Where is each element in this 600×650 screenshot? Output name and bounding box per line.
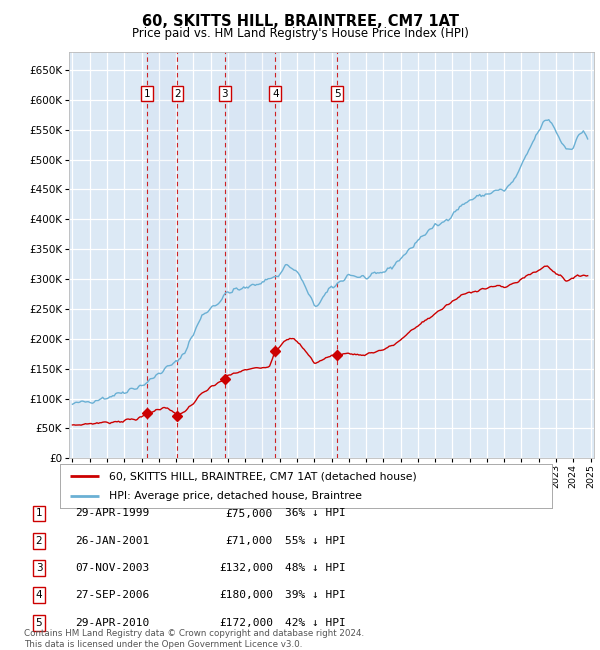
Text: 42% ↓ HPI: 42% ↓ HPI (285, 618, 346, 628)
Text: 55% ↓ HPI: 55% ↓ HPI (285, 536, 346, 546)
Bar (147, 52, 178, 458)
Text: 4: 4 (272, 89, 278, 99)
Text: £71,000: £71,000 (226, 536, 273, 546)
Text: £132,000: £132,000 (219, 563, 273, 573)
Text: £180,000: £180,000 (219, 590, 273, 601)
Text: 48% ↓ HPI: 48% ↓ HPI (285, 563, 346, 573)
Text: 3: 3 (221, 89, 228, 99)
Text: 29-APR-1999: 29-APR-1999 (75, 508, 149, 519)
Bar (225, 52, 275, 458)
Text: 5: 5 (334, 89, 341, 99)
Text: Contains HM Land Registry data © Crown copyright and database right 2024.
This d: Contains HM Land Registry data © Crown c… (24, 629, 364, 649)
Text: 27-SEP-2006: 27-SEP-2006 (75, 590, 149, 601)
Text: Price paid vs. HM Land Registry's House Price Index (HPI): Price paid vs. HM Land Registry's House … (131, 27, 469, 40)
Text: 4: 4 (35, 590, 43, 601)
Text: 60, SKITTS HILL, BRAINTREE, CM7 1AT: 60, SKITTS HILL, BRAINTREE, CM7 1AT (142, 14, 458, 29)
Text: 3: 3 (35, 563, 43, 573)
Text: 39% ↓ HPI: 39% ↓ HPI (285, 590, 346, 601)
Text: 5: 5 (35, 618, 43, 628)
Text: 1: 1 (144, 89, 151, 99)
Text: 36% ↓ HPI: 36% ↓ HPI (285, 508, 346, 519)
Text: 2: 2 (174, 89, 181, 99)
Text: HPI: Average price, detached house, Braintree: HPI: Average price, detached house, Brai… (109, 491, 362, 501)
Text: 07-NOV-2003: 07-NOV-2003 (75, 563, 149, 573)
Text: 29-APR-2010: 29-APR-2010 (75, 618, 149, 628)
Text: 2: 2 (35, 536, 43, 546)
Text: £172,000: £172,000 (219, 618, 273, 628)
Text: 26-JAN-2001: 26-JAN-2001 (75, 536, 149, 546)
Text: 1: 1 (35, 508, 43, 519)
Text: £75,000: £75,000 (226, 508, 273, 519)
Text: 60, SKITTS HILL, BRAINTREE, CM7 1AT (detached house): 60, SKITTS HILL, BRAINTREE, CM7 1AT (det… (109, 471, 417, 481)
